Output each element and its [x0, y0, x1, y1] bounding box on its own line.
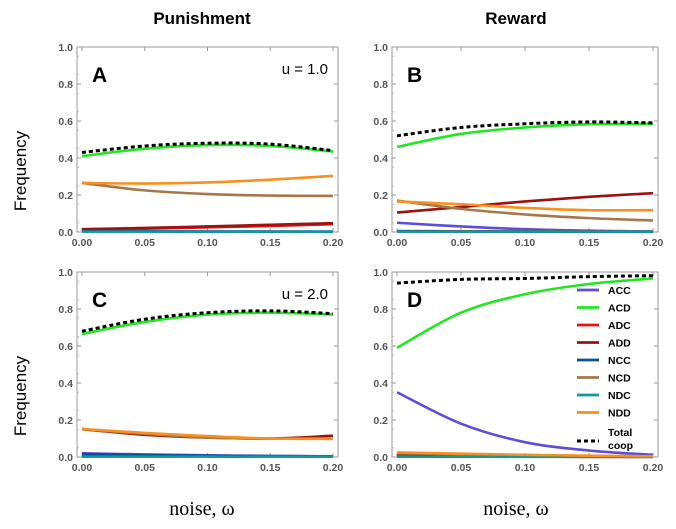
y-tick-label: 0.0 — [373, 227, 388, 239]
x-tick-label: 0.00 — [72, 462, 93, 474]
legend-label-ncc: NCC — [608, 355, 631, 367]
y-tick-label: 0.0 — [58, 452, 73, 464]
panel-label: C — [92, 289, 107, 312]
legend-label-total-2: coop — [608, 440, 633, 452]
series-line-acd — [396, 277, 654, 349]
x-tick-label: 0.15 — [260, 462, 281, 474]
y-tick-label: 1.0 — [373, 267, 388, 279]
series-line-ndd — [396, 451, 654, 458]
x-tick-label: 0.15 — [579, 237, 600, 249]
series-line-ncd — [81, 181, 334, 198]
y-tick-label: 0.2 — [373, 190, 388, 202]
legend-label-acd: ACD — [608, 303, 631, 315]
x-tick-label: 0.10 — [515, 462, 536, 474]
panel-label: B — [407, 64, 422, 87]
y-tick-label: 0.6 — [373, 116, 388, 128]
legend-label-ncd: NCD — [608, 373, 631, 385]
y-tick-label: 0.8 — [373, 304, 388, 316]
series-line-acd — [81, 143, 334, 158]
x-tick-label: 0.10 — [515, 237, 536, 249]
xlabel-right: noise, ω — [483, 498, 548, 520]
x-tick-label: 0.20 — [643, 237, 664, 249]
series-line-ndd — [81, 427, 334, 441]
series-line-ndd — [81, 174, 334, 185]
panel-D: 0.0 0.2 0.4 0.6 0.8 1.0 0.00 0.05 0.10 0.15 0.20 D — [373, 267, 663, 474]
x-tick-label: 0.20 — [323, 237, 344, 249]
series-line-acd — [81, 311, 334, 336]
column-title-punishment: Punishment — [153, 9, 251, 28]
x-tick-label: 0.15 — [260, 237, 281, 249]
series-line-acd — [396, 122, 654, 149]
legend-label-acc: ACC — [608, 285, 631, 297]
x-tick-label: 0.10 — [197, 237, 218, 249]
panels: 0.0 0.2 0.4 0.6 0.8 1.0 0.00 0.05 0.10 0.15 0.20 A u… — [58, 42, 663, 474]
y-tick-label: 0.8 — [58, 79, 73, 91]
xlabel-left: noise, ω — [169, 498, 234, 520]
series-line-total — [396, 120, 654, 138]
legend-label-add: ADD — [608, 338, 631, 350]
series-line-add — [81, 221, 334, 231]
x-tick-label: 0.05 — [135, 462, 156, 474]
y-tick-label: 0.8 — [58, 304, 73, 316]
x-tick-label: 0.05 — [451, 462, 472, 474]
x-tick-label: 0.20 — [643, 462, 664, 474]
y-tick-label: 0.4 — [373, 153, 388, 165]
legend-label-ndd: NDD — [608, 408, 631, 420]
panel-B: 0.0 0.2 0.4 0.6 0.8 1.0 0.00 0.05 0.10 0.15 0.20 B — [373, 42, 663, 249]
y-tick-label: 0.6 — [58, 341, 73, 353]
series-line-total — [81, 141, 334, 154]
x-tick-label: 0.10 — [197, 462, 218, 474]
legend-label-adc: ADC — [608, 320, 631, 332]
ylabel-top: Frequency — [11, 130, 30, 211]
panel-label: A — [92, 64, 107, 87]
series-line-ndd — [396, 200, 654, 212]
series-line-ncd — [396, 199, 654, 222]
series-line-total — [396, 274, 654, 285]
y-tick-label: 0.0 — [58, 227, 73, 239]
legend-label-total-1: Total — [608, 427, 632, 439]
x-tick-label: 0.20 — [323, 462, 344, 474]
series-line-acc — [396, 391, 654, 457]
y-tick-label: 0.4 — [373, 378, 388, 390]
ylabel-bottom: Frequency — [11, 355, 30, 436]
panel-annotation: u = 2.0 — [282, 286, 328, 303]
legend-label-ndc: NDC — [608, 390, 631, 402]
y-tick-label: 1.0 — [58, 42, 73, 54]
y-tick-label: 1.0 — [58, 267, 73, 279]
x-tick-label: 0.00 — [387, 462, 408, 474]
panel-A: 0.0 0.2 0.4 0.6 0.8 1.0 0.00 0.05 0.10 0.15 0.20 A u… — [58, 42, 343, 249]
x-tick-label: 0.05 — [451, 237, 472, 249]
panel-label: D — [407, 289, 422, 312]
column-title-reward: Reward — [485, 9, 546, 28]
y-tick-label: 0.0 — [373, 452, 388, 464]
y-tick-label: 0.6 — [58, 116, 73, 128]
panel-C: 0.0 0.2 0.4 0.6 0.8 1.0 0.00 0.05 0.10 0.15 0.20 C u… — [58, 267, 343, 474]
x-tick-label: 0.15 — [579, 462, 600, 474]
y-tick-label: 0.2 — [58, 190, 73, 202]
panel-annotation: u = 1.0 — [282, 61, 328, 78]
y-tick-label: 0.2 — [373, 415, 388, 427]
x-tick-label: 0.00 — [72, 237, 93, 249]
y-tick-label: 0.4 — [58, 153, 73, 165]
y-tick-label: 0.2 — [58, 415, 73, 427]
y-tick-label: 0.4 — [58, 378, 73, 390]
y-tick-label: 1.0 — [373, 42, 388, 54]
x-tick-label: 0.00 — [387, 237, 408, 249]
y-tick-label: 0.6 — [373, 341, 388, 353]
y-tick-label: 0.8 — [373, 79, 388, 91]
series-line-total — [81, 309, 334, 333]
series-line-add — [396, 191, 654, 214]
x-tick-label: 0.05 — [135, 237, 156, 249]
